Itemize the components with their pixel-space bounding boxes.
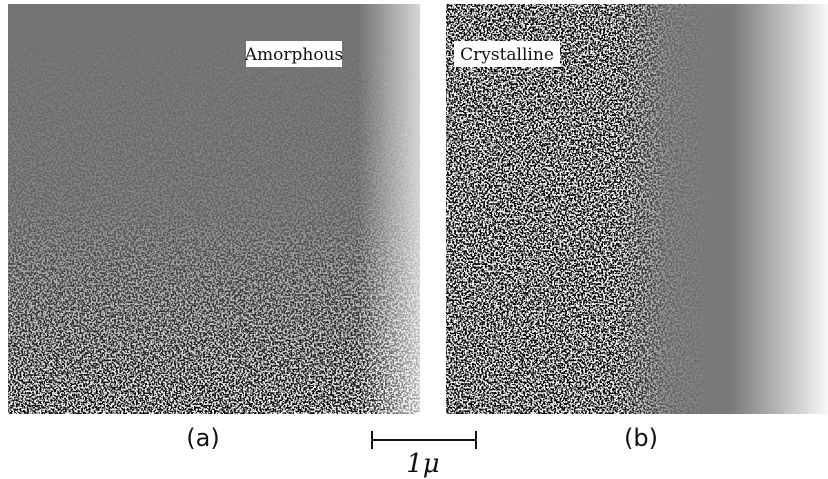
panel-a: Amorphous (a)	[8, 4, 420, 452]
panel-b: Crystalline (b)	[446, 4, 828, 452]
panel-label: (a)	[186, 424, 219, 452]
annotation-box	[246, 41, 342, 67]
panel-label: (b)	[624, 424, 658, 452]
scale-bar	[371, 431, 477, 449]
annotation: Crystalline	[460, 45, 554, 65]
annotation: Amorphous	[244, 45, 344, 65]
micrograph-b-edge	[446, 4, 828, 414]
scale-bar-label: 1μ	[406, 449, 439, 479]
annotation-box	[454, 41, 560, 67]
micrograph-a-edge	[8, 4, 420, 414]
